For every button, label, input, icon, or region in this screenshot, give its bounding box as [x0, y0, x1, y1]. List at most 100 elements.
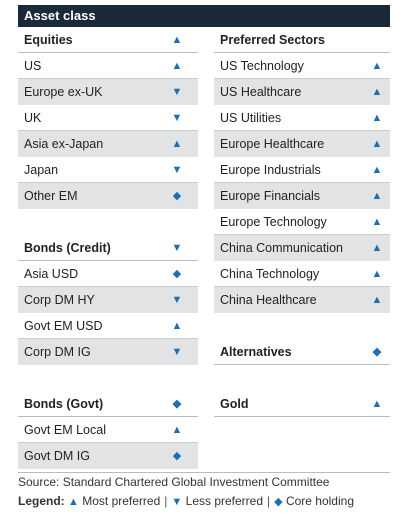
table-row: Europe Financials ▲: [214, 183, 390, 209]
legend-title: Legend:: [18, 494, 65, 508]
up-triangle-icon: ▲: [371, 60, 383, 72]
source-note: Source: Standard Chartered Global Invest…: [18, 475, 330, 489]
legend-item-label: Less preferred: [185, 494, 264, 508]
table-row: US ▲: [18, 53, 198, 79]
row-label: US Utilities: [220, 111, 282, 125]
up-triangle-icon: ▲: [371, 242, 383, 254]
down-triangle-icon: ▼: [171, 164, 183, 176]
section-header-row: Bonds (Credit) ▼: [18, 235, 198, 261]
section-header-row: Gold ▲: [214, 391, 390, 417]
diamond-icon: ◆: [172, 268, 182, 280]
table-row: US Utilities ▲: [214, 105, 390, 131]
left-column: Equities ▲ US ▲ Europe ex-UK ▼ UK ▼ Asia ex-Japa…: [18, 27, 198, 469]
table-row: Govt DM IG ◆: [18, 443, 198, 469]
table-row: Europe Healthcare ▲: [214, 131, 390, 157]
row-label: China Communication: [220, 241, 343, 255]
row-label: Europe ex-UK: [24, 85, 103, 99]
row-label: Europe Industrials: [220, 163, 321, 177]
down-triangle-icon: ▼: [171, 294, 183, 306]
row-label: Europe Technology: [220, 215, 327, 229]
legend-item-label: Most preferred: [82, 494, 161, 508]
spacer-row: [18, 209, 198, 235]
legend-item-label: Core holding: [285, 494, 354, 508]
table-row: China Communication ▲: [214, 235, 390, 261]
diamond-icon: ◆: [172, 190, 182, 202]
up-triangle-icon: ▲: [371, 86, 383, 98]
row-label: Alternatives: [220, 345, 292, 359]
row-label: China Healthcare: [220, 293, 317, 307]
legend: Legend: ▲ Most preferred | ▼ Less preferre…: [18, 494, 354, 508]
legend-separator: |: [164, 494, 168, 508]
diamond-icon: ◆: [172, 398, 182, 410]
section-header-row: Preferred Sectors: [214, 27, 390, 53]
table-row: Govt EM USD ▲: [18, 313, 198, 339]
down-triangle-icon: ▼: [171, 86, 183, 98]
up-triangle-icon: ▲: [371, 190, 383, 202]
down-triangle-icon: ▼: [171, 346, 183, 358]
right-column: Preferred Sectors US Technology ▲ US Health…: [214, 27, 390, 417]
table-row: US Technology ▲: [214, 53, 390, 79]
row-label: US Technology: [220, 59, 304, 73]
table-row: Govt EM Local ▲: [18, 417, 198, 443]
table-row: Europe ex-UK ▼: [18, 79, 198, 105]
row-label: Other EM: [24, 189, 78, 203]
row-label: Asia USD: [24, 267, 79, 281]
row-label: China Technology: [220, 267, 320, 281]
up-triangle-icon: ▲: [68, 496, 79, 508]
row-label: Gold: [220, 397, 249, 411]
row-label: Govt EM USD: [24, 319, 103, 333]
header-title: Asset class: [24, 8, 96, 23]
row-label: Govt EM Local: [24, 423, 106, 437]
table-row: Asia USD ◆: [18, 261, 198, 287]
down-triangle-icon: ▼: [171, 242, 183, 254]
up-triangle-icon: ▲: [171, 138, 183, 150]
table-row: China Technology ▲: [214, 261, 390, 287]
down-triangle-icon: ▼: [171, 112, 183, 124]
row-label: Corp DM IG: [24, 345, 91, 359]
up-triangle-icon: ▲: [371, 398, 383, 410]
row-label: Govt DM IG: [24, 449, 90, 463]
row-label: US Healthcare: [220, 85, 302, 99]
up-triangle-icon: ▲: [371, 294, 383, 306]
legend-separator: |: [267, 494, 271, 508]
down-triangle-icon: ▼: [171, 496, 183, 508]
table-row: China Healthcare ▲: [214, 287, 390, 313]
up-triangle-icon: ▲: [371, 112, 383, 124]
table-row: Corp DM IG ▼: [18, 339, 198, 365]
row-label: US: [24, 59, 42, 73]
row-label: Asia ex-Japan: [24, 137, 104, 151]
up-triangle-icon: ▲: [171, 424, 183, 436]
up-triangle-icon: ▲: [371, 216, 383, 228]
table-row: Other EM ◆: [18, 183, 198, 209]
row-label: Corp DM HY: [24, 293, 95, 307]
row-label: Bonds (Govt): [24, 397, 104, 411]
table-row: US Healthcare ▲: [214, 79, 390, 105]
row-label: Equities: [24, 33, 73, 47]
table-row: Asia ex-Japan ▲: [18, 131, 198, 157]
up-triangle-icon: ▲: [171, 34, 183, 46]
table-row: Japan ▼: [18, 157, 198, 183]
table-row: Corp DM HY ▼: [18, 287, 198, 313]
diamond-icon: ◆: [172, 450, 182, 462]
up-triangle-icon: ▲: [371, 138, 383, 150]
up-triangle-icon: ▲: [371, 164, 383, 176]
row-label: Japan: [24, 163, 59, 177]
row-label: UK: [24, 111, 42, 125]
table-header: Asset class: [18, 5, 390, 27]
row-label: Preferred Sectors: [220, 33, 325, 47]
up-triangle-icon: ▲: [171, 60, 183, 72]
spacer-row: [18, 365, 198, 391]
table-row: Europe Technology ▲: [214, 209, 390, 235]
row-label: Bonds (Credit): [24, 241, 111, 255]
table-row: UK ▼: [18, 105, 198, 131]
spacer-row: [214, 365, 390, 391]
section-header-row: Alternatives ◆: [214, 339, 390, 365]
diamond-icon: ◆: [372, 346, 382, 358]
section-header-row: Bonds (Govt) ◆: [18, 391, 198, 417]
up-triangle-icon: ▲: [371, 268, 383, 280]
up-triangle-icon: ▲: [171, 320, 183, 332]
diamond-icon: ◆: [274, 496, 283, 508]
row-label: Europe Healthcare: [220, 137, 325, 151]
section-header-row: Equities ▲: [18, 27, 198, 53]
footer-divider: [18, 472, 390, 473]
